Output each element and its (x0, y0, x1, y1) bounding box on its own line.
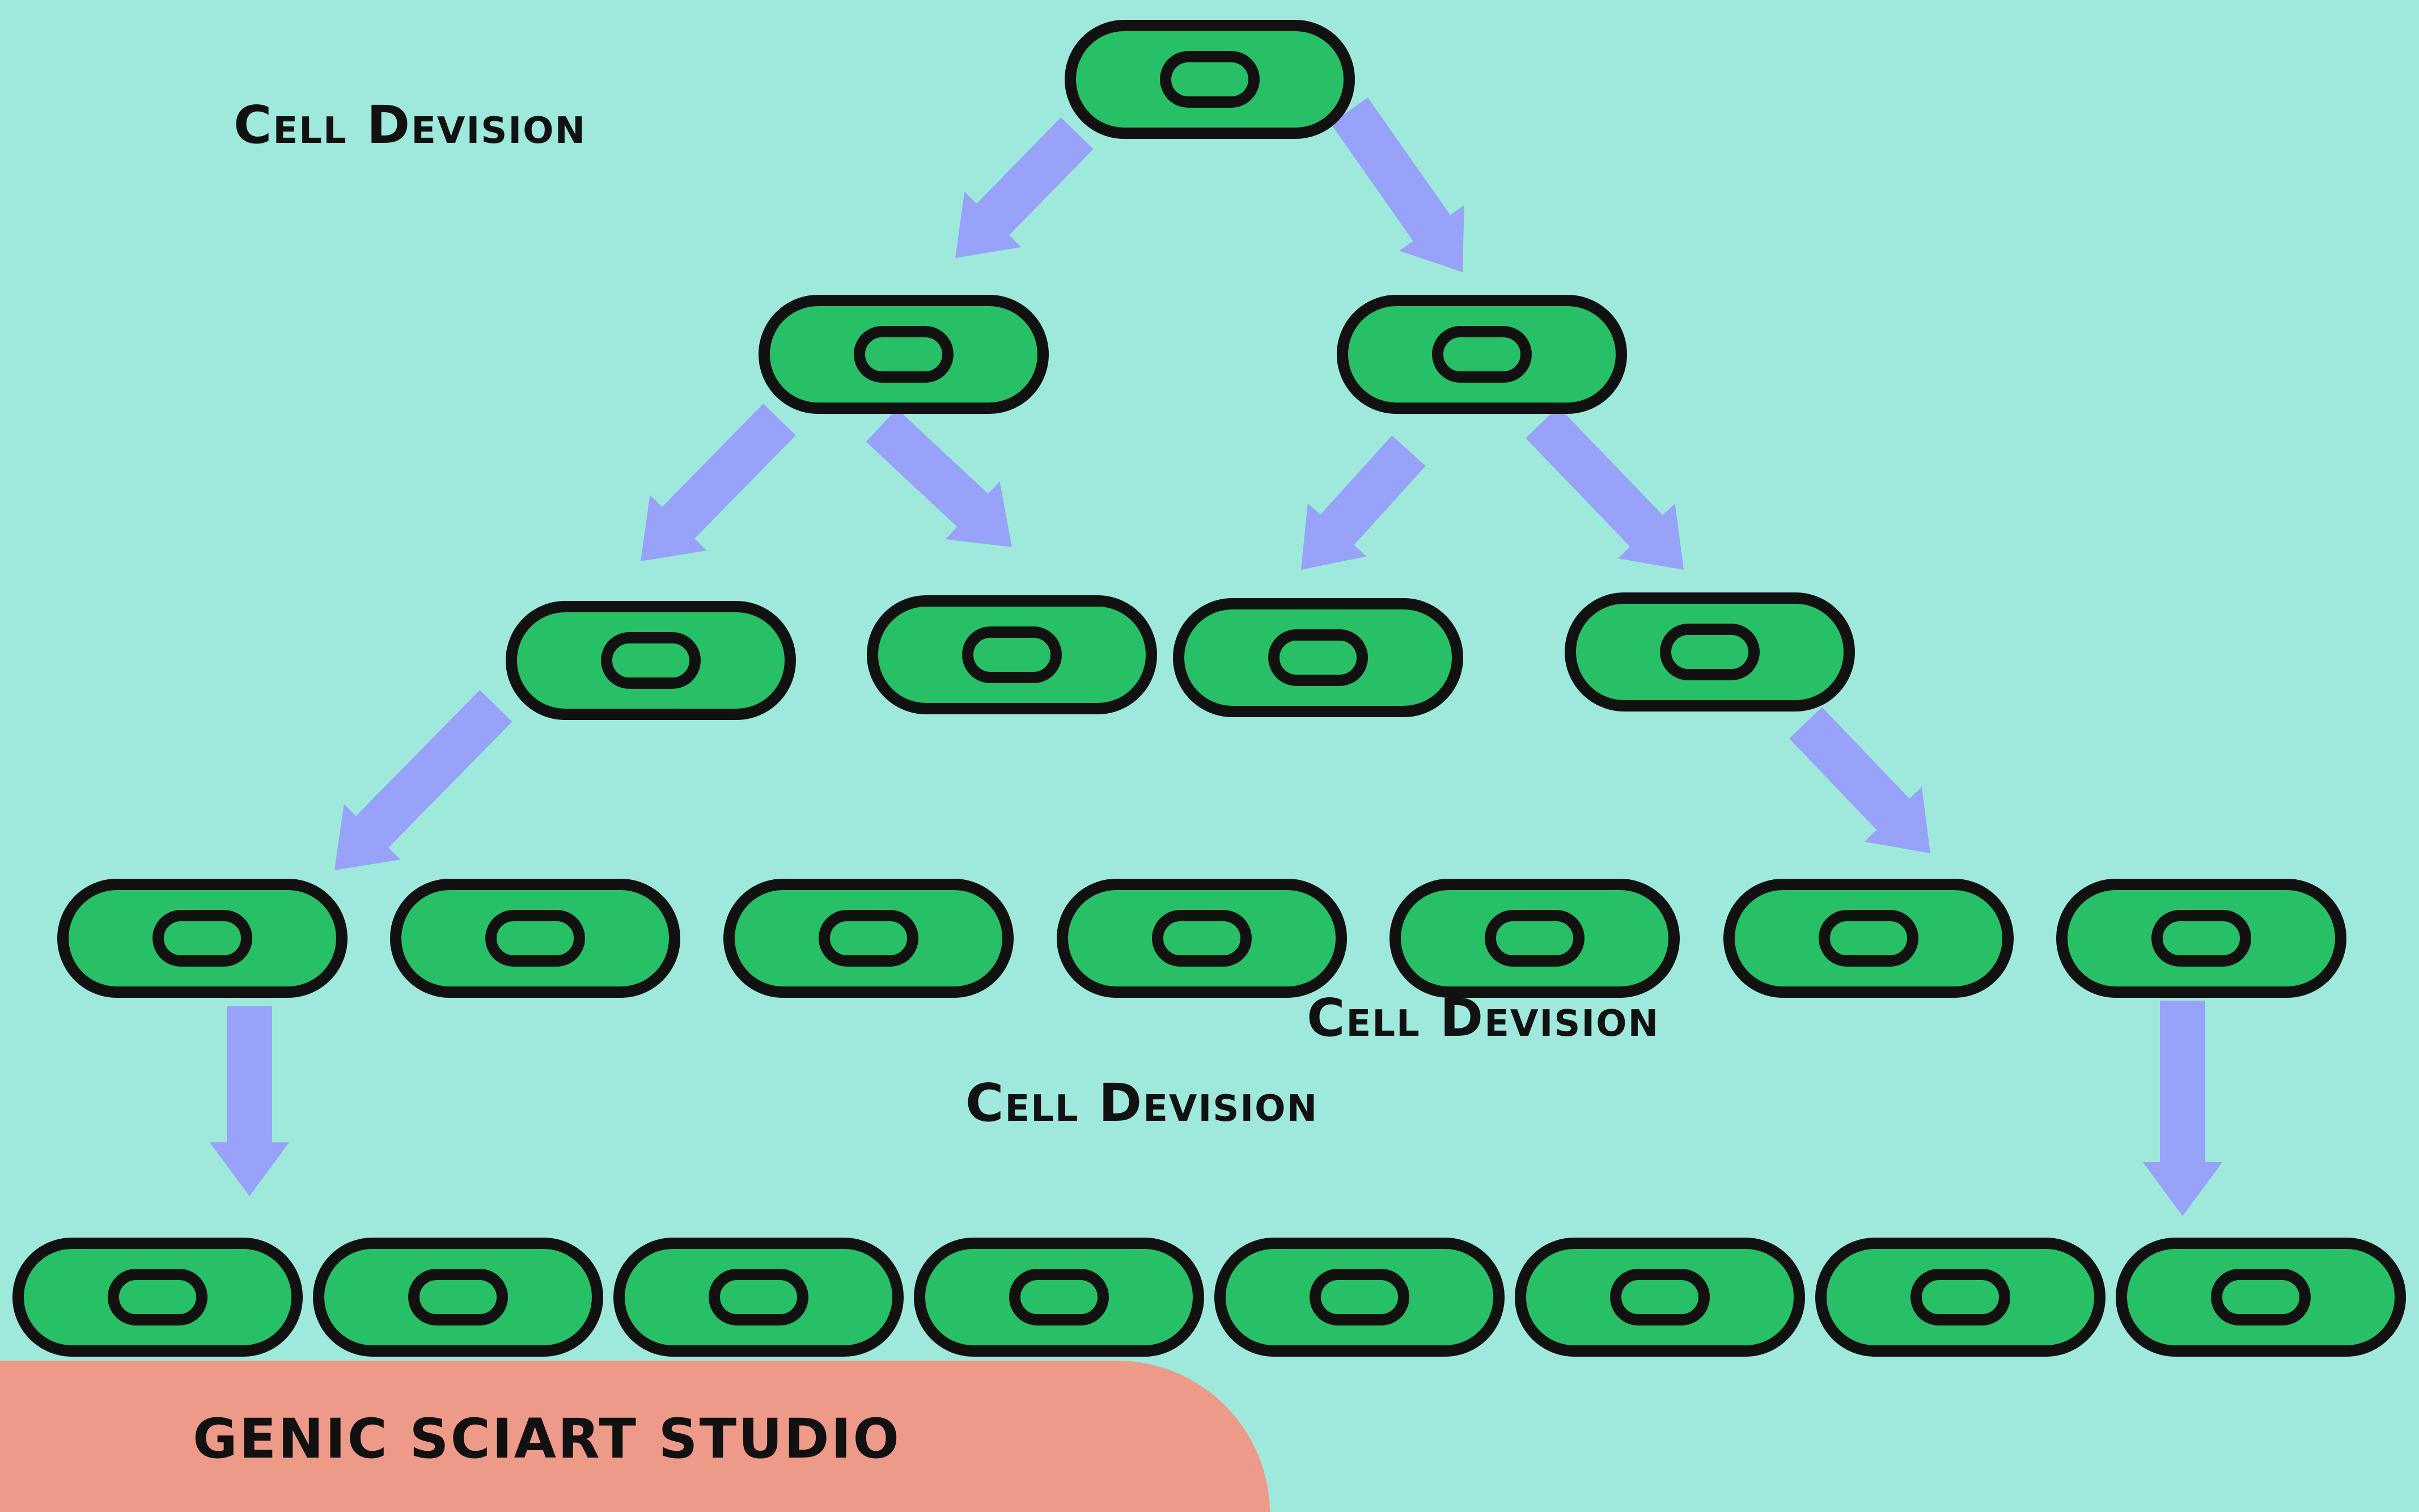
division-arrow-icon (641, 404, 796, 561)
cell-nucleoid (819, 910, 918, 967)
cell-nucleoid (408, 1269, 508, 1325)
cell-nucleoid (2211, 1269, 2311, 1325)
division-arrow-icon (1789, 707, 1930, 853)
cell-nucleoid (485, 910, 585, 967)
mid-center-label: Cell Devision (965, 1073, 1319, 1133)
bacterium-cell-icon (1057, 879, 1347, 998)
cell-nucleoid (601, 632, 701, 689)
mid-right-label: Cell Devision (1307, 988, 1660, 1048)
bacterium-cell-icon (867, 595, 1157, 714)
division-arrow-icon (1526, 406, 1684, 570)
bacterium-cell-icon (57, 879, 348, 998)
footer-band (0, 1361, 1270, 1512)
bacterium-cell-icon (2116, 1238, 2406, 1357)
bacterium-cell-icon (2056, 879, 2346, 998)
cell-nucleoid (1310, 1269, 1409, 1325)
cell-nucleoid (1160, 51, 1260, 108)
bacterium-cell-icon (506, 601, 796, 720)
cell-nucleoid (1268, 629, 1368, 686)
bacterium-cell-icon (1815, 1238, 2105, 1357)
cell-nucleoid (152, 910, 252, 967)
bacterium-cell-icon (1723, 879, 2014, 998)
bacterium-cell-icon (759, 295, 1049, 414)
division-arrow-icon (866, 408, 1012, 547)
cell-nucleoid (1152, 910, 1252, 967)
division-arrow-icon (1301, 435, 1426, 570)
bacterium-cell-icon (390, 879, 680, 998)
division-arrow-icon (210, 1006, 289, 1196)
division-arrow-icon (1331, 98, 1464, 272)
division-arrow-icon (955, 117, 1094, 258)
bacterium-cell-icon (1389, 879, 1680, 998)
bacterium-cell-icon (723, 879, 1014, 998)
cell-nucleoid (854, 326, 954, 383)
bacterium-cell-icon (12, 1238, 303, 1357)
bacterium-cell-icon (1065, 20, 1355, 139)
cell-nucleoid (108, 1269, 207, 1325)
division-arrow-icon (334, 690, 512, 870)
cell-nucleoid (1485, 910, 1585, 967)
bacterium-cell-icon (1337, 295, 1627, 414)
cell-nucleoid (1432, 326, 1532, 383)
bacterium-cell-icon (313, 1238, 603, 1357)
arrows-layer (210, 98, 2222, 1216)
cell-nucleoid (1910, 1269, 2010, 1325)
division-arrow-icon (2143, 1001, 2222, 1216)
cell-nucleoid (1819, 910, 1918, 967)
title-label: Cell Devision (234, 95, 587, 155)
bacterium-cell-icon (914, 1238, 1204, 1357)
bacterium-cell-icon (1565, 592, 1855, 711)
cell-nucleoid (962, 626, 1062, 683)
cell-nucleoid (709, 1269, 808, 1325)
bacterium-cell-icon (613, 1238, 904, 1357)
cell-nucleoid (2151, 910, 2251, 967)
cell-nucleoid (1660, 624, 1760, 680)
footer-watermark: Genic Sciart Studio (193, 1407, 901, 1471)
cell-nucleoid (1610, 1269, 1710, 1325)
cells-layer (12, 20, 2406, 1357)
cell-nucleoid (1009, 1269, 1109, 1325)
bacterium-cell-icon (1173, 598, 1463, 717)
bacterium-cell-icon (1515, 1238, 1805, 1357)
bacterium-cell-icon (1214, 1238, 1505, 1357)
